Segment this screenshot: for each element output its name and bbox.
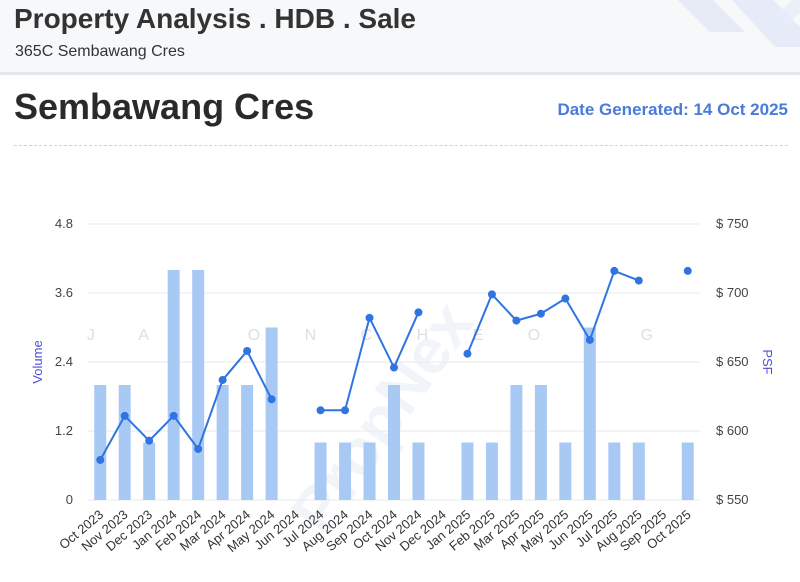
- property-address: 365C Sembawang Cres: [15, 43, 185, 60]
- psf-point: [414, 308, 423, 317]
- psf-point: [243, 346, 252, 355]
- psf-point: [463, 349, 472, 358]
- psf-point: [341, 406, 350, 415]
- y-tick-left: 1.2: [55, 423, 73, 438]
- psf-point: [634, 276, 643, 285]
- volume-bar: [608, 442, 621, 500]
- psf-point: [683, 266, 692, 275]
- volume-bar: [314, 442, 327, 500]
- date-generated: Date Generated: 14 Oct 2025: [557, 100, 788, 119]
- volume-bar: [118, 385, 131, 500]
- volume-bar: [265, 327, 278, 500]
- y-tick-right: $ 650: [716, 354, 749, 369]
- y-axis-label-right: PSF: [760, 349, 775, 374]
- psf-point: [145, 436, 154, 445]
- volume-bar: [339, 442, 352, 500]
- psf-point: [218, 375, 227, 384]
- psf-line: [466, 269, 640, 355]
- volume-bar: [216, 385, 229, 500]
- header-decoration: [678, 0, 800, 47]
- volume-bar: [241, 385, 254, 500]
- psf-point: [120, 411, 129, 420]
- volume-bar: [94, 385, 107, 500]
- psf-line: [99, 349, 273, 461]
- psf-point: [487, 290, 496, 299]
- page-header: Property Analysis . HDB . Sale 365C Semb…: [0, 0, 800, 75]
- street-title: Sembawang Cres: [14, 86, 315, 127]
- y-tick-left: 4.8: [55, 216, 73, 231]
- psf-point: [561, 294, 570, 303]
- psf-point: [610, 266, 619, 275]
- volume-bar: [192, 270, 205, 500]
- volume-bar: [534, 385, 547, 500]
- psf-point: [96, 455, 105, 464]
- divider: [14, 145, 788, 146]
- volume-bar: [388, 385, 400, 500]
- psf-point: [536, 309, 545, 318]
- volume-bar: [681, 442, 694, 500]
- volume-bar: [583, 327, 596, 500]
- psf-point: [267, 395, 276, 404]
- volume-bar: [461, 442, 474, 500]
- volume-bar: [559, 442, 572, 500]
- watermark: J A S O N C H E O N G: [87, 327, 673, 344]
- page-title: Property Analysis . HDB . Sale: [14, 3, 416, 34]
- volume-bar: [485, 442, 498, 500]
- y-tick-right: $ 600: [716, 423, 749, 438]
- volume-bar: [632, 442, 645, 500]
- psf-point: [390, 363, 398, 372]
- y-tick-left: 0: [66, 492, 73, 507]
- volume-bar: [363, 442, 376, 500]
- volume-bar: [143, 442, 156, 500]
- y-tick-right: $ 550: [716, 492, 749, 507]
- psf-point: [169, 411, 178, 420]
- y-tick-left: 3.6: [55, 285, 73, 300]
- y-axis-label-left: Volume: [30, 340, 45, 383]
- y-tick-right: $ 750: [716, 216, 749, 231]
- volume-bar: [412, 442, 425, 500]
- volume-bar: [510, 385, 523, 500]
- psf-point: [585, 335, 594, 344]
- volume-bar: [167, 270, 180, 500]
- volume-psf-chart: 0 $ 550 1.2 $ 600 2.4 $ 650 3.6 $ 700 4.8 $ 750 J …: [30, 216, 775, 555]
- psf-point: [365, 313, 374, 322]
- psf-point: [316, 406, 325, 415]
- y-tick-left: 2.4: [55, 354, 73, 369]
- psf-point: [194, 444, 203, 453]
- psf-point: [512, 316, 521, 325]
- y-tick-right: $ 700: [716, 285, 749, 300]
